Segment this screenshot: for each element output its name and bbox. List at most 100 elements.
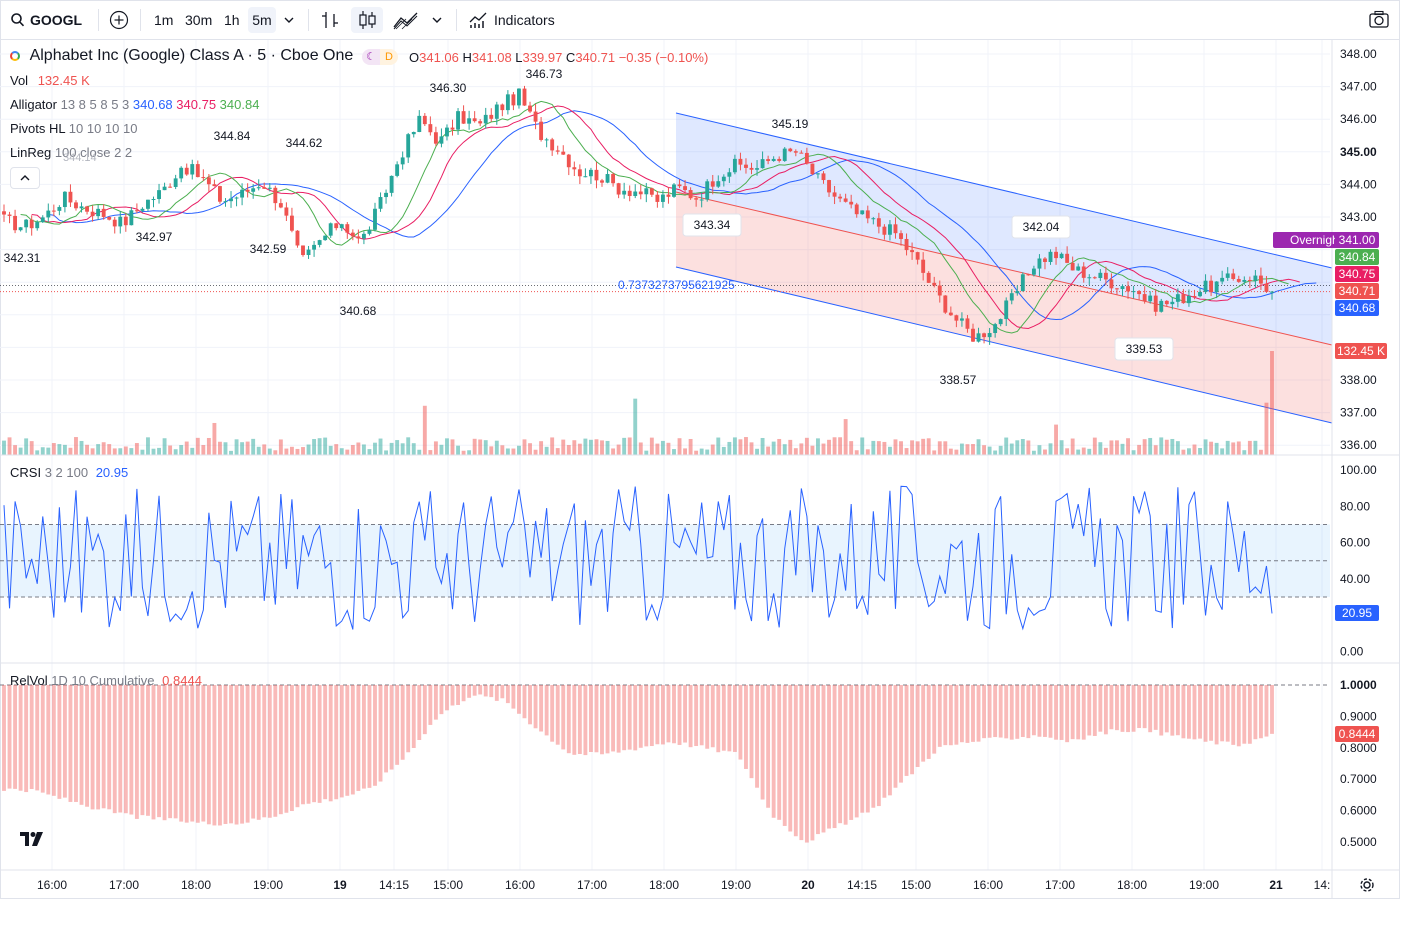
candle-body <box>1092 277 1097 279</box>
volume-bar <box>262 444 267 455</box>
candle-body <box>943 295 948 313</box>
relvol-bar <box>129 685 134 815</box>
relvol-bar <box>799 685 804 841</box>
relvol-bar <box>1187 685 1191 739</box>
candle-body <box>107 216 112 220</box>
legend-vol[interactable]: Vol 132.45 K <box>10 73 90 88</box>
symbol-search[interactable]: GOOGL <box>30 12 83 28</box>
volume-bar <box>843 419 848 455</box>
volume-bar <box>445 438 449 455</box>
volume-bar <box>395 440 400 455</box>
relvol-bar <box>68 685 73 802</box>
open-value: 341.06 <box>419 50 459 65</box>
candle-body <box>433 132 438 144</box>
channel-upper-line <box>675 112 1333 269</box>
volume-bar <box>1209 441 1214 455</box>
volume-bar <box>229 450 233 455</box>
crsi-value: 20.95 <box>95 465 129 480</box>
volume-bar <box>184 441 189 455</box>
settings-gear-icon[interactable] <box>1358 876 1376 894</box>
volume-bar <box>289 446 294 455</box>
pivot-labels: 342.31 342.97 344.84 342.59 344.62 340.68 346.… <box>4 67 1174 387</box>
interval-5m[interactable]: 5m <box>248 7 276 33</box>
interval-30m[interactable]: 30m <box>185 12 213 28</box>
candle-body <box>1043 258 1047 262</box>
legend-relvol[interactable]: RelVol 1D 10 Cumulative 0.8444 <box>10 673 202 688</box>
volume-bar <box>1170 438 1175 455</box>
price-chart[interactable]: 342.31 342.97 344.84 342.59 344.62 340.68 346.… <box>0 0 1400 900</box>
relvol-bar <box>51 685 56 796</box>
interval-1m[interactable]: 1m <box>154 12 174 28</box>
volume-bar <box>240 442 245 455</box>
volume-bar <box>1037 445 1042 455</box>
close-value: 340.71 <box>575 50 616 65</box>
volume-bar <box>777 438 782 455</box>
candle-body <box>2 211 6 215</box>
area-chart-icon[interactable] <box>392 7 420 33</box>
time-tick-label: 19:00 <box>721 878 751 892</box>
volume-bar <box>134 443 139 455</box>
candle-body <box>865 210 870 219</box>
candle-body <box>705 181 710 200</box>
teeth-price-label: 340.75 <box>1335 266 1379 282</box>
candle-body <box>766 159 771 162</box>
indicators-icon[interactable] <box>468 7 488 33</box>
candle-body <box>771 158 776 162</box>
compare-add-icon[interactable] <box>108 7 130 33</box>
volume-bar <box>74 437 78 455</box>
relvol-tick-label: 0.5000 <box>1340 835 1377 849</box>
volume-bar <box>190 447 195 455</box>
volume-bar <box>1225 440 1230 455</box>
relvol-bar <box>1137 685 1142 729</box>
candle-body <box>539 121 544 140</box>
overnight-price-label: 341.00 <box>1335 232 1379 248</box>
relvol-bar <box>971 685 975 742</box>
relvol-bar <box>854 685 859 818</box>
relvol-bar <box>649 685 654 747</box>
indicators-button[interactable]: Indicators <box>494 12 555 28</box>
chevron-down-icon[interactable] <box>430 7 444 33</box>
volume-bar <box>96 444 101 455</box>
candle-body <box>893 224 898 234</box>
camera-icon[interactable] <box>1368 7 1390 33</box>
candle-body <box>982 333 987 338</box>
search-icon[interactable] <box>10 7 26 33</box>
symbol-title: Alphabet Inc (Google) Class A · 5 · Cboe… <box>29 47 354 64</box>
candle-body <box>1153 295 1158 312</box>
legend-pivots[interactable]: Pivots HL 10 10 10 10 <box>10 121 137 136</box>
relvol-bar <box>594 685 599 753</box>
candle-body <box>262 187 267 189</box>
relvol-bar <box>705 685 710 749</box>
candle-body <box>450 127 455 130</box>
legend-alligator[interactable]: Alligator 13 8 5 8 5 3 340.68 340.75 340… <box>10 97 259 112</box>
relvol-bar <box>1170 685 1175 736</box>
relvol-bar <box>865 685 870 813</box>
volume-bar <box>328 445 333 455</box>
relvol-bar <box>1153 685 1158 730</box>
volume-bar <box>456 445 460 455</box>
volume-bar <box>378 438 383 455</box>
chevron-down-icon[interactable] <box>282 7 296 33</box>
relvol-bar <box>744 685 748 769</box>
candles-chart-icon[interactable] <box>351 7 383 33</box>
tradingview-logo[interactable] <box>18 828 46 850</box>
candle-body <box>683 186 688 191</box>
relvol-bar <box>146 685 150 816</box>
relvol-bar <box>876 685 881 807</box>
collapse-legend-button[interactable] <box>10 167 40 189</box>
chevron-up-icon <box>20 175 30 181</box>
relvol-bar <box>965 685 970 743</box>
volume-bar <box>1120 443 1125 455</box>
legend-linreg[interactable]: LinReg 100 close 2 2 <box>10 145 132 160</box>
candle-body <box>1076 266 1081 271</box>
volume-bar <box>1203 439 1208 455</box>
relvol-bar <box>339 685 344 798</box>
channel-lower-fill <box>676 192 1332 423</box>
relvol-bar <box>616 685 621 753</box>
legend-crsi[interactable]: CRSI 3 2 100 20.95 <box>10 465 128 480</box>
bars-chart-icon[interactable] <box>320 7 342 33</box>
candle-body <box>251 188 256 192</box>
time-tick-label: 17:00 <box>577 878 607 892</box>
interval-1h[interactable]: 1h <box>224 12 240 28</box>
candle-body <box>422 115 427 125</box>
